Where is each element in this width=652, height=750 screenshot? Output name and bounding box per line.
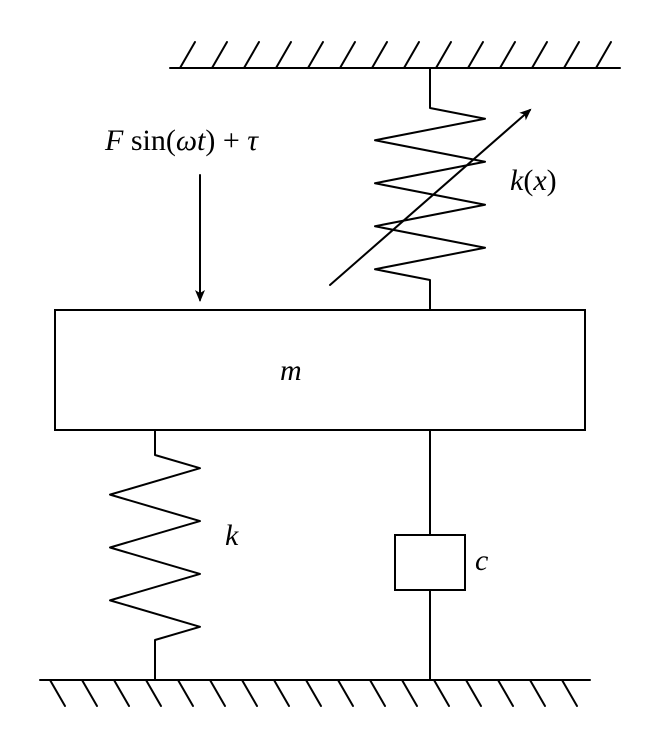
c-label: c	[475, 544, 488, 577]
k-label: k	[225, 519, 239, 552]
damper-body	[395, 535, 465, 590]
vibration-diagram: F sin(ωt) + τ k(x) m k c	[0, 0, 652, 750]
diagram-layer: F sin(ωt) + τ k(x) m k c	[40, 42, 620, 706]
force-label: F sin(ωt) + τ	[104, 124, 259, 157]
kx-label: k(x)	[510, 164, 557, 197]
mass-block	[55, 310, 585, 430]
mass-label: m	[280, 354, 302, 387]
